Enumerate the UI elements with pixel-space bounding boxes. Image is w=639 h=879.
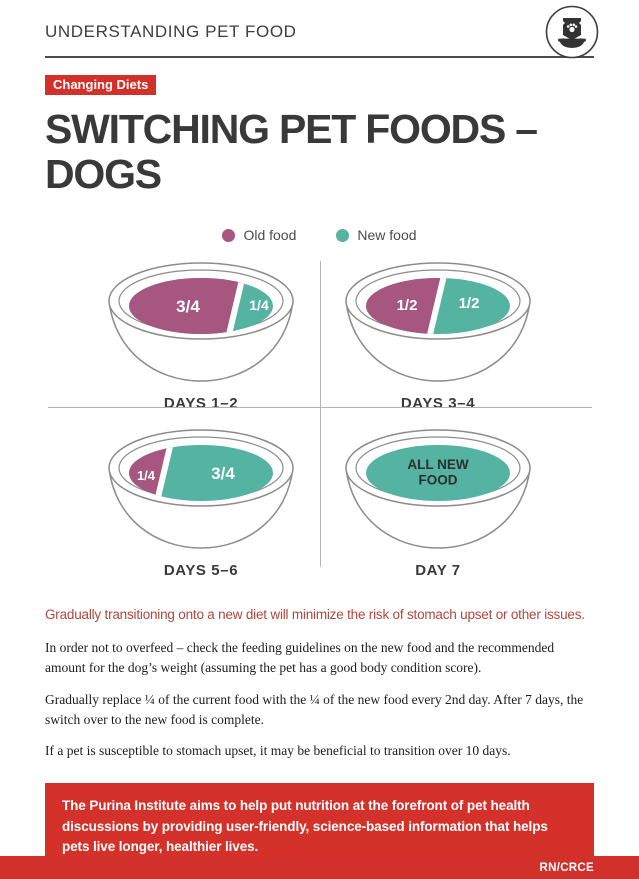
- page-header: UNDERSTANDING PET FOOD: [0, 0, 639, 42]
- document-code: RN/CRCE: [539, 861, 594, 874]
- highlight-sentence: Gradually transitioning onto a new diet …: [45, 607, 585, 623]
- svg-text:3/4: 3/4: [211, 464, 235, 483]
- svg-text:1/4: 1/4: [249, 297, 269, 313]
- footer-bar: RN/CRCE: [0, 856, 639, 879]
- svg-text:1/2: 1/2: [459, 295, 480, 312]
- pet-food-bag-icon: [545, 5, 599, 59]
- page-title: SWITCHING PET FOODS – DOGS: [45, 106, 538, 198]
- old-food-dot-icon: [222, 228, 236, 242]
- category-badge: Changing Diets: [45, 75, 157, 95]
- svg-text:1/2: 1/2: [397, 297, 418, 314]
- bowl-cell-day-7: ALL NEW FOOD DAY 7: [320, 424, 557, 579]
- new-food-dot-icon: [336, 228, 350, 242]
- bowl-diagram-days-5-6: 1/4 3/4: [108, 429, 294, 549]
- legend-item-new-food: New food: [336, 227, 417, 244]
- bowl-cell-days-3-4: 1/2 1/2 DAYS 3–4: [320, 257, 557, 412]
- header-title: UNDERSTANDING PET FOOD: [45, 22, 297, 41]
- svg-text:3/4: 3/4: [176, 297, 200, 316]
- header-divider: [45, 56, 594, 58]
- paragraph: Gradually replace ¼ of the current food …: [45, 691, 584, 727]
- paragraph: If a pet is susceptible to stomach upset…: [45, 743, 511, 759]
- bowl-label: DAY 7: [415, 562, 461, 580]
- grid-divider-vertical: [319, 261, 321, 568]
- bowl-diagram-grid: 3/4 1/4 DAYS 1–2 1/2 1/2 DAYS 3–4 1/4 3/4 D…: [47, 257, 592, 579]
- legend-label: Old food: [243, 227, 297, 244]
- grid-divider-horizontal: [47, 407, 592, 409]
- bowl-diagram-day-7: ALL NEW FOOD: [345, 429, 531, 549]
- bowl-label: DAYS 1–2: [163, 395, 239, 413]
- legend-item-old-food: Old food: [222, 227, 296, 243]
- legend: Old food New food: [0, 227, 639, 243]
- bowl-label: DAYS 5–6: [163, 562, 239, 580]
- legend-label: New food: [357, 227, 417, 244]
- bowl-diagram-days-3-4: 1/2 1/2: [345, 262, 531, 382]
- body-copy: In order not to overfeed – check the fee…: [45, 638, 594, 761]
- bowl-diagram-days-1-2: 3/4 1/4: [108, 262, 294, 382]
- svg-text:1/4: 1/4: [137, 468, 156, 483]
- bowl-label: DAYS 3–4: [400, 395, 476, 413]
- bowl-cell-days-1-2: 3/4 1/4 DAYS 1–2: [83, 257, 320, 412]
- bowl-cell-days-5-6: 1/4 3/4 DAYS 5–6: [83, 424, 320, 579]
- paragraph: In order not to overfeed – check the fee…: [45, 640, 555, 676]
